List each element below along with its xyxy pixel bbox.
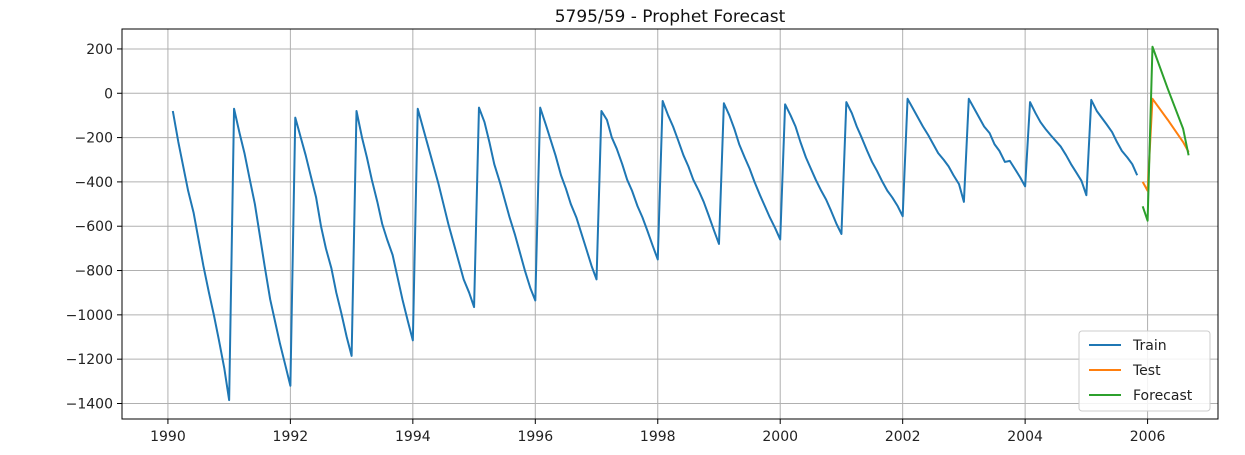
grid-lines xyxy=(122,29,1218,419)
y-tick-label: −400 xyxy=(75,175,113,191)
x-tick-label: 2004 xyxy=(1007,429,1043,445)
x-tick-label: 1990 xyxy=(150,429,186,445)
legend-label-test: Test xyxy=(1132,363,1161,379)
legend: Train Test Forecast xyxy=(1078,330,1211,412)
series-lines xyxy=(171,45,1190,402)
y-tick-label: −600 xyxy=(75,219,113,235)
y-tick-label: −800 xyxy=(75,264,113,280)
y-tick-label: 0 xyxy=(104,86,113,102)
legend-label-train: Train xyxy=(1132,338,1167,354)
x-tick-label: 1996 xyxy=(517,429,553,445)
chart-title: 5795/59 - Prophet Forecast xyxy=(555,7,786,27)
legend-label-forecast: Forecast xyxy=(1133,388,1193,404)
x-tick-label: 1992 xyxy=(273,429,309,445)
x-tick-label: 2006 xyxy=(1130,429,1166,445)
plot-area-frame xyxy=(121,28,1219,420)
x-tick-label: 2002 xyxy=(885,429,921,445)
y-tick-label: 200 xyxy=(86,42,113,58)
x-tick-label: 1998 xyxy=(640,429,676,445)
series-line-train xyxy=(171,97,1139,402)
x-tick-label: 2000 xyxy=(762,429,798,445)
series-line-forecast xyxy=(1141,45,1190,222)
legend-box xyxy=(1078,330,1211,412)
x-tick-label: 1994 xyxy=(395,429,431,445)
y-tick-label: −1200 xyxy=(66,352,113,368)
y-tick-label: −1000 xyxy=(66,308,113,324)
y-tick-label: −200 xyxy=(75,131,113,147)
y-tick-label: −1400 xyxy=(66,396,113,412)
axis-ticks: 1990 1992 1994 1996 1998 2000 2002 2004 20062000… xyxy=(66,42,1166,445)
series-line-test xyxy=(1141,97,1190,192)
